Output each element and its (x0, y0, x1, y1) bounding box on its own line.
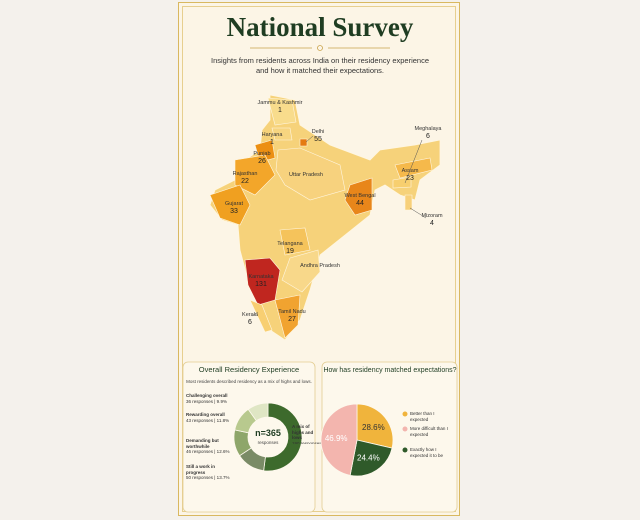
region-value: 4 (430, 220, 434, 227)
panel-title: Overall Residency Experience (199, 365, 299, 374)
region (394, 157, 433, 179)
legend-label: Exactly how I expected it to be (410, 447, 444, 458)
region-label: Meghalaya (415, 126, 443, 132)
region-label: Jammu & Kashmir (258, 100, 303, 106)
leader-lines (251, 135, 427, 317)
region-label: Assam (402, 168, 419, 174)
legend-label: More difficult than I expected (410, 426, 448, 437)
india-outline (209, 94, 441, 341)
region-label: Andhra Pradesh (300, 263, 340, 269)
slice-label: 28.6% (362, 423, 385, 432)
region-label: Punjab (253, 151, 270, 157)
segment-value: 190 responses | 52.1% (292, 440, 322, 445)
region (271, 127, 293, 141)
segment-name: Challenging overall (186, 393, 228, 398)
region-label: Mizoram (421, 213, 443, 219)
region-value: 22 (241, 178, 249, 185)
regions: Jammu & Kashmir1Haryana1Delhi55Punjab26R… (209, 97, 443, 339)
region-label: Rajasthan (233, 171, 258, 177)
region-value: 26 (258, 158, 266, 165)
region (275, 147, 346, 201)
region-value: 23 (406, 175, 414, 182)
segment-value: 43 responses | 11.8% (186, 417, 230, 423)
region-value: 1 (278, 107, 282, 114)
region-label: Telangana (277, 241, 303, 247)
region-value: 19 (286, 248, 294, 255)
region-value: 33 (230, 208, 238, 215)
region-value: 131 (255, 281, 267, 288)
segment-name: Still a work in progress (186, 464, 216, 475)
region (249, 299, 273, 333)
center-label: n=365 (255, 428, 281, 438)
region-value: 6 (426, 133, 430, 140)
ornament (250, 45, 390, 51)
slice-label: 24.4% (357, 454, 380, 463)
region-value: 1 (270, 139, 274, 146)
pie-slice (356, 403, 394, 449)
segment-value: 46 responses | 12.6% (186, 449, 230, 454)
pie-slice (349, 439, 393, 477)
segment-name: Demanding but worthwhile (186, 438, 219, 449)
region-value: 27 (288, 316, 296, 323)
region-label: Gujarat (225, 201, 244, 207)
label-box: More difficult than I expected (410, 426, 448, 437)
title: National Survey (227, 12, 414, 42)
center-sublabel: responses (258, 440, 280, 445)
panel-subtitle: Most residents described residency as a … (186, 379, 312, 384)
pie-slice (320, 403, 358, 476)
region-label: Karnataka (248, 274, 274, 280)
legend-swatch (402, 411, 408, 417)
donut-segment (263, 402, 303, 472)
region (281, 249, 321, 293)
region-label: West Bengal (344, 193, 375, 199)
region (299, 138, 308, 147)
slice-label: 46.9% (325, 434, 348, 443)
segment-name: Rewarding overall (186, 412, 225, 417)
region-label: Kerala (242, 312, 259, 318)
region (234, 154, 276, 196)
legend-swatch (402, 426, 408, 432)
donut-segment (247, 402, 269, 422)
region-label: Uttar Pradesh (289, 172, 323, 178)
panel (182, 361, 316, 513)
region-value: 6 (248, 319, 252, 326)
charts: Overall Residency Experience Most residen… (186, 365, 457, 480)
label-box: Exactly how I expected it to be (410, 447, 444, 458)
label-box: Better than I expected (410, 411, 435, 422)
region (404, 194, 413, 211)
region (209, 184, 251, 226)
panel-title: How has residency matched expectations? (323, 367, 456, 374)
region (274, 294, 301, 339)
segment-name: A mix of highs and lows (292, 424, 314, 440)
region-label: Tamil Nadu (278, 309, 306, 315)
region-value: 55 (314, 136, 322, 143)
subtitle: Insights from residents across India on … (210, 56, 430, 75)
region (279, 227, 311, 256)
region-value: 44 (356, 200, 364, 207)
region-label: Haryana (262, 132, 284, 138)
segment-value: 36 responses | 9.9% (186, 398, 227, 404)
legend-label: Better than I expected (410, 411, 435, 422)
region (344, 177, 373, 216)
region-label: Delhi (312, 129, 325, 135)
segment-value: 50 responses | 13.7% (186, 475, 230, 480)
region (267, 97, 297, 126)
legend-swatch (402, 447, 408, 453)
